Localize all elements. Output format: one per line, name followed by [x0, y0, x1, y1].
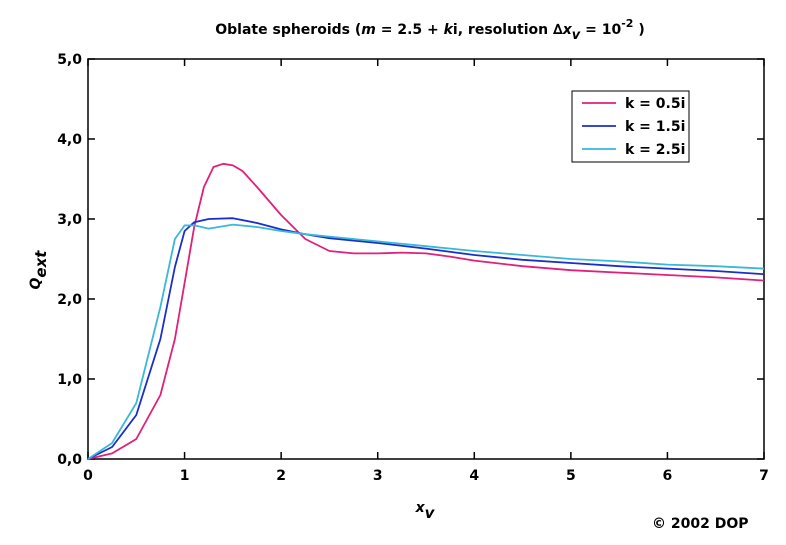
title-part: k	[444, 22, 455, 38]
title-part: m	[361, 22, 376, 38]
x-tick-label: 1	[180, 468, 190, 484]
y-tick-label: 1,0	[57, 372, 82, 388]
title-part: i, resolution ∆	[453, 22, 563, 38]
y-tick-label: 5,0	[57, 52, 82, 68]
chart-title: Oblate spheroids (m = 2.5 + ki, resoluti…	[215, 17, 644, 43]
y-tick-label: 0,0	[57, 452, 82, 468]
title-part: = 2.5 +	[376, 22, 444, 38]
x-tick-label: 6	[663, 468, 673, 484]
title-part: = 10	[580, 22, 621, 38]
y-axis-label: Qext	[28, 250, 50, 290]
series-line	[87, 162, 765, 460]
legend-label: k = 0.5i	[625, 96, 685, 112]
title-part: )	[633, 22, 644, 38]
title-part: -2	[621, 17, 633, 30]
title-part: v	[572, 28, 581, 43]
legend-label: k = 2.5i	[625, 142, 685, 158]
x-tick-label: 7	[759, 468, 769, 484]
y-tick-label: 4,0	[57, 132, 82, 148]
x-tick-label: 3	[373, 468, 383, 484]
y-tick-label: 2,0	[57, 292, 82, 308]
series-line	[87, 223, 765, 460]
y-tick-label: 3,0	[57, 212, 82, 228]
x-tick-label: 2	[276, 468, 286, 484]
x-tick-label: 4	[469, 468, 479, 484]
plot-frame	[87, 58, 765, 460]
x-label-part: x	[415, 500, 426, 516]
y-label-part: Q	[28, 277, 44, 289]
y-label-part: ext	[32, 250, 50, 278]
title-part: x	[562, 22, 573, 38]
x-label-part: v	[425, 504, 436, 522]
x-tick-label: 0	[83, 468, 93, 484]
legend-label: k = 1.5i	[625, 119, 685, 135]
title-part: Oblate spheroids (	[215, 22, 361, 38]
copyright: © 2002 DOP	[652, 516, 749, 532]
x-tick-label: 5	[566, 468, 576, 484]
x-axis-label: xv	[415, 500, 436, 522]
